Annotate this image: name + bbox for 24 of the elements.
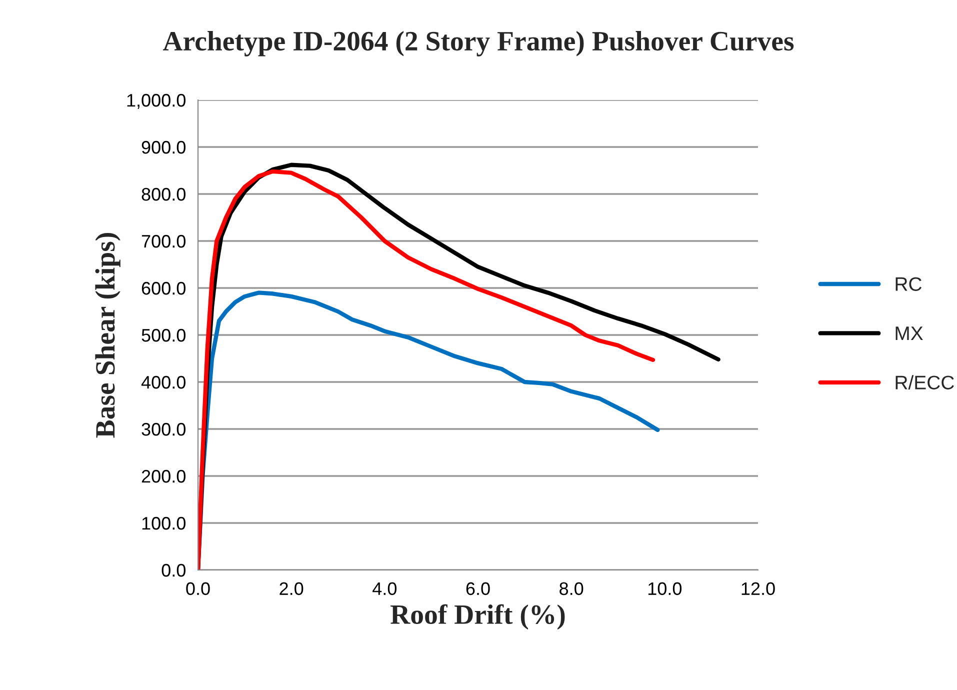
legend-label: RC — [896, 277, 922, 291]
x-tick-label: 6.0 — [466, 582, 490, 596]
chart-title: Archetype ID-2064 (2 Story Frame) Pushover Curves — [162, 31, 794, 56]
x-tick-label: 2.0 — [280, 582, 304, 596]
y-axis-title: Base Shear (kips) — [95, 233, 120, 438]
y-tick-label: 400.0 — [141, 376, 186, 389]
y-tick-label: 1,000.0 — [127, 94, 186, 109]
x-tick-label: 8.0 — [560, 582, 584, 596]
x-tick-label: 4.0 — [372, 582, 397, 596]
y-tick-label: 900.0 — [142, 140, 186, 154]
x-tick-label: 0.0 — [186, 582, 210, 596]
y-tick-label: 200.0 — [142, 470, 186, 483]
y-tick-label: 600.0 — [142, 282, 186, 295]
x-tick-label: 10.0 — [648, 582, 682, 596]
legend-label: R/ECC — [896, 375, 954, 390]
y-tick-label: 100.0 — [142, 516, 186, 530]
y-tick-label: 700.0 — [142, 234, 186, 248]
y-tick-label: 300.0 — [142, 422, 186, 436]
x-axis-title: Roof Drift (%) — [390, 604, 565, 630]
y-tick-label: 800.0 — [142, 188, 186, 201]
y-tick-label: 500.0 — [142, 328, 186, 342]
y-tick-label: 0.0 — [162, 564, 186, 577]
x-tick-label: 12.0 — [742, 582, 775, 596]
legend-label: MX — [896, 326, 923, 340]
